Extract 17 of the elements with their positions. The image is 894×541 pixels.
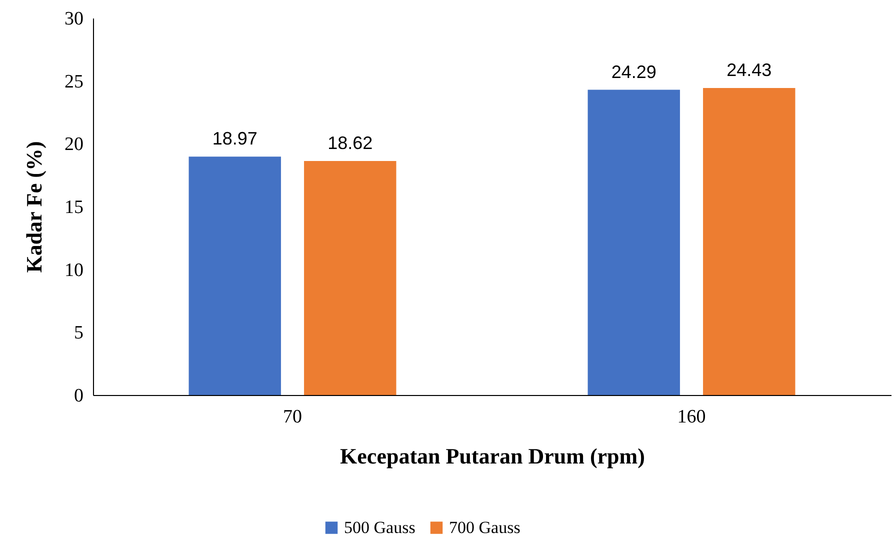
legend-label: 500 Gauss bbox=[344, 518, 416, 537]
x-axis-title: Kecepatan Putaran Drum (rpm) bbox=[340, 444, 645, 468]
legend-label: 700 Gauss bbox=[449, 518, 520, 537]
y-axis-title: Kadar Fe (%) bbox=[22, 141, 46, 273]
y-tick-label: 10 bbox=[64, 260, 84, 281]
y-tick-label: 20 bbox=[64, 134, 84, 156]
data-label: 24.29 bbox=[611, 62, 656, 82]
y-tick-label: 15 bbox=[64, 197, 84, 218]
data-label: 18.62 bbox=[328, 133, 373, 154]
y-tick-label: 5 bbox=[74, 322, 84, 344]
data-label: 24.43 bbox=[726, 60, 772, 80]
y-tick-label: 25 bbox=[64, 71, 84, 92]
x-tick-label: 160 bbox=[677, 406, 706, 428]
y-tick-label: 30 bbox=[64, 8, 84, 30]
x-tick-label: 70 bbox=[283, 406, 302, 428]
y-tick-label: 0 bbox=[74, 386, 84, 406]
data-label: 18.97 bbox=[212, 128, 258, 149]
